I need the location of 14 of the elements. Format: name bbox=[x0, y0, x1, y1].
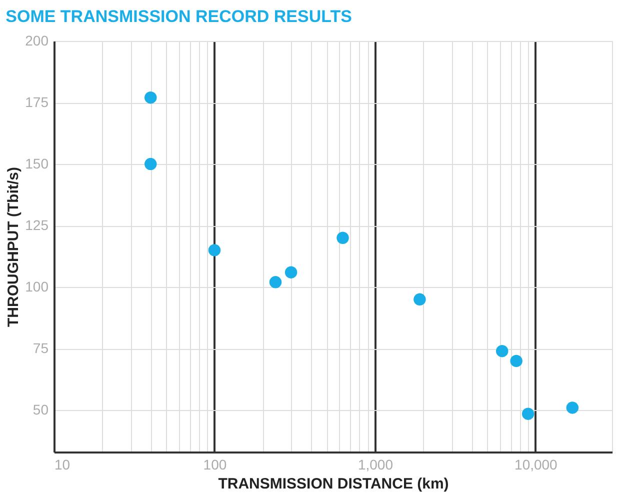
y-axis-title: THROUGHPUT (Tbit/s) bbox=[5, 167, 22, 327]
x-axis-title: TRANSMISSION DISTANCE (km) bbox=[218, 476, 449, 492]
y-tick-label: 175 bbox=[25, 94, 49, 110]
y-tick-label: 100 bbox=[25, 278, 49, 295]
x-tick-label: 10 bbox=[54, 456, 70, 472]
chart-title: SOME TRANSMISSION RECORD RESULTS bbox=[6, 7, 352, 26]
y-tick-label: 50 bbox=[32, 402, 49, 418]
y-tick-label: 125 bbox=[25, 217, 49, 234]
x-tick-label: 100 bbox=[203, 456, 227, 472]
x-tick-label: 10,000 bbox=[514, 456, 558, 472]
y-tick-label: 75 bbox=[32, 340, 49, 356]
y-tick-label: 150 bbox=[25, 156, 49, 172]
x-tick-label: 1,000 bbox=[358, 456, 394, 472]
y-tick-label: 200 bbox=[25, 32, 49, 48]
